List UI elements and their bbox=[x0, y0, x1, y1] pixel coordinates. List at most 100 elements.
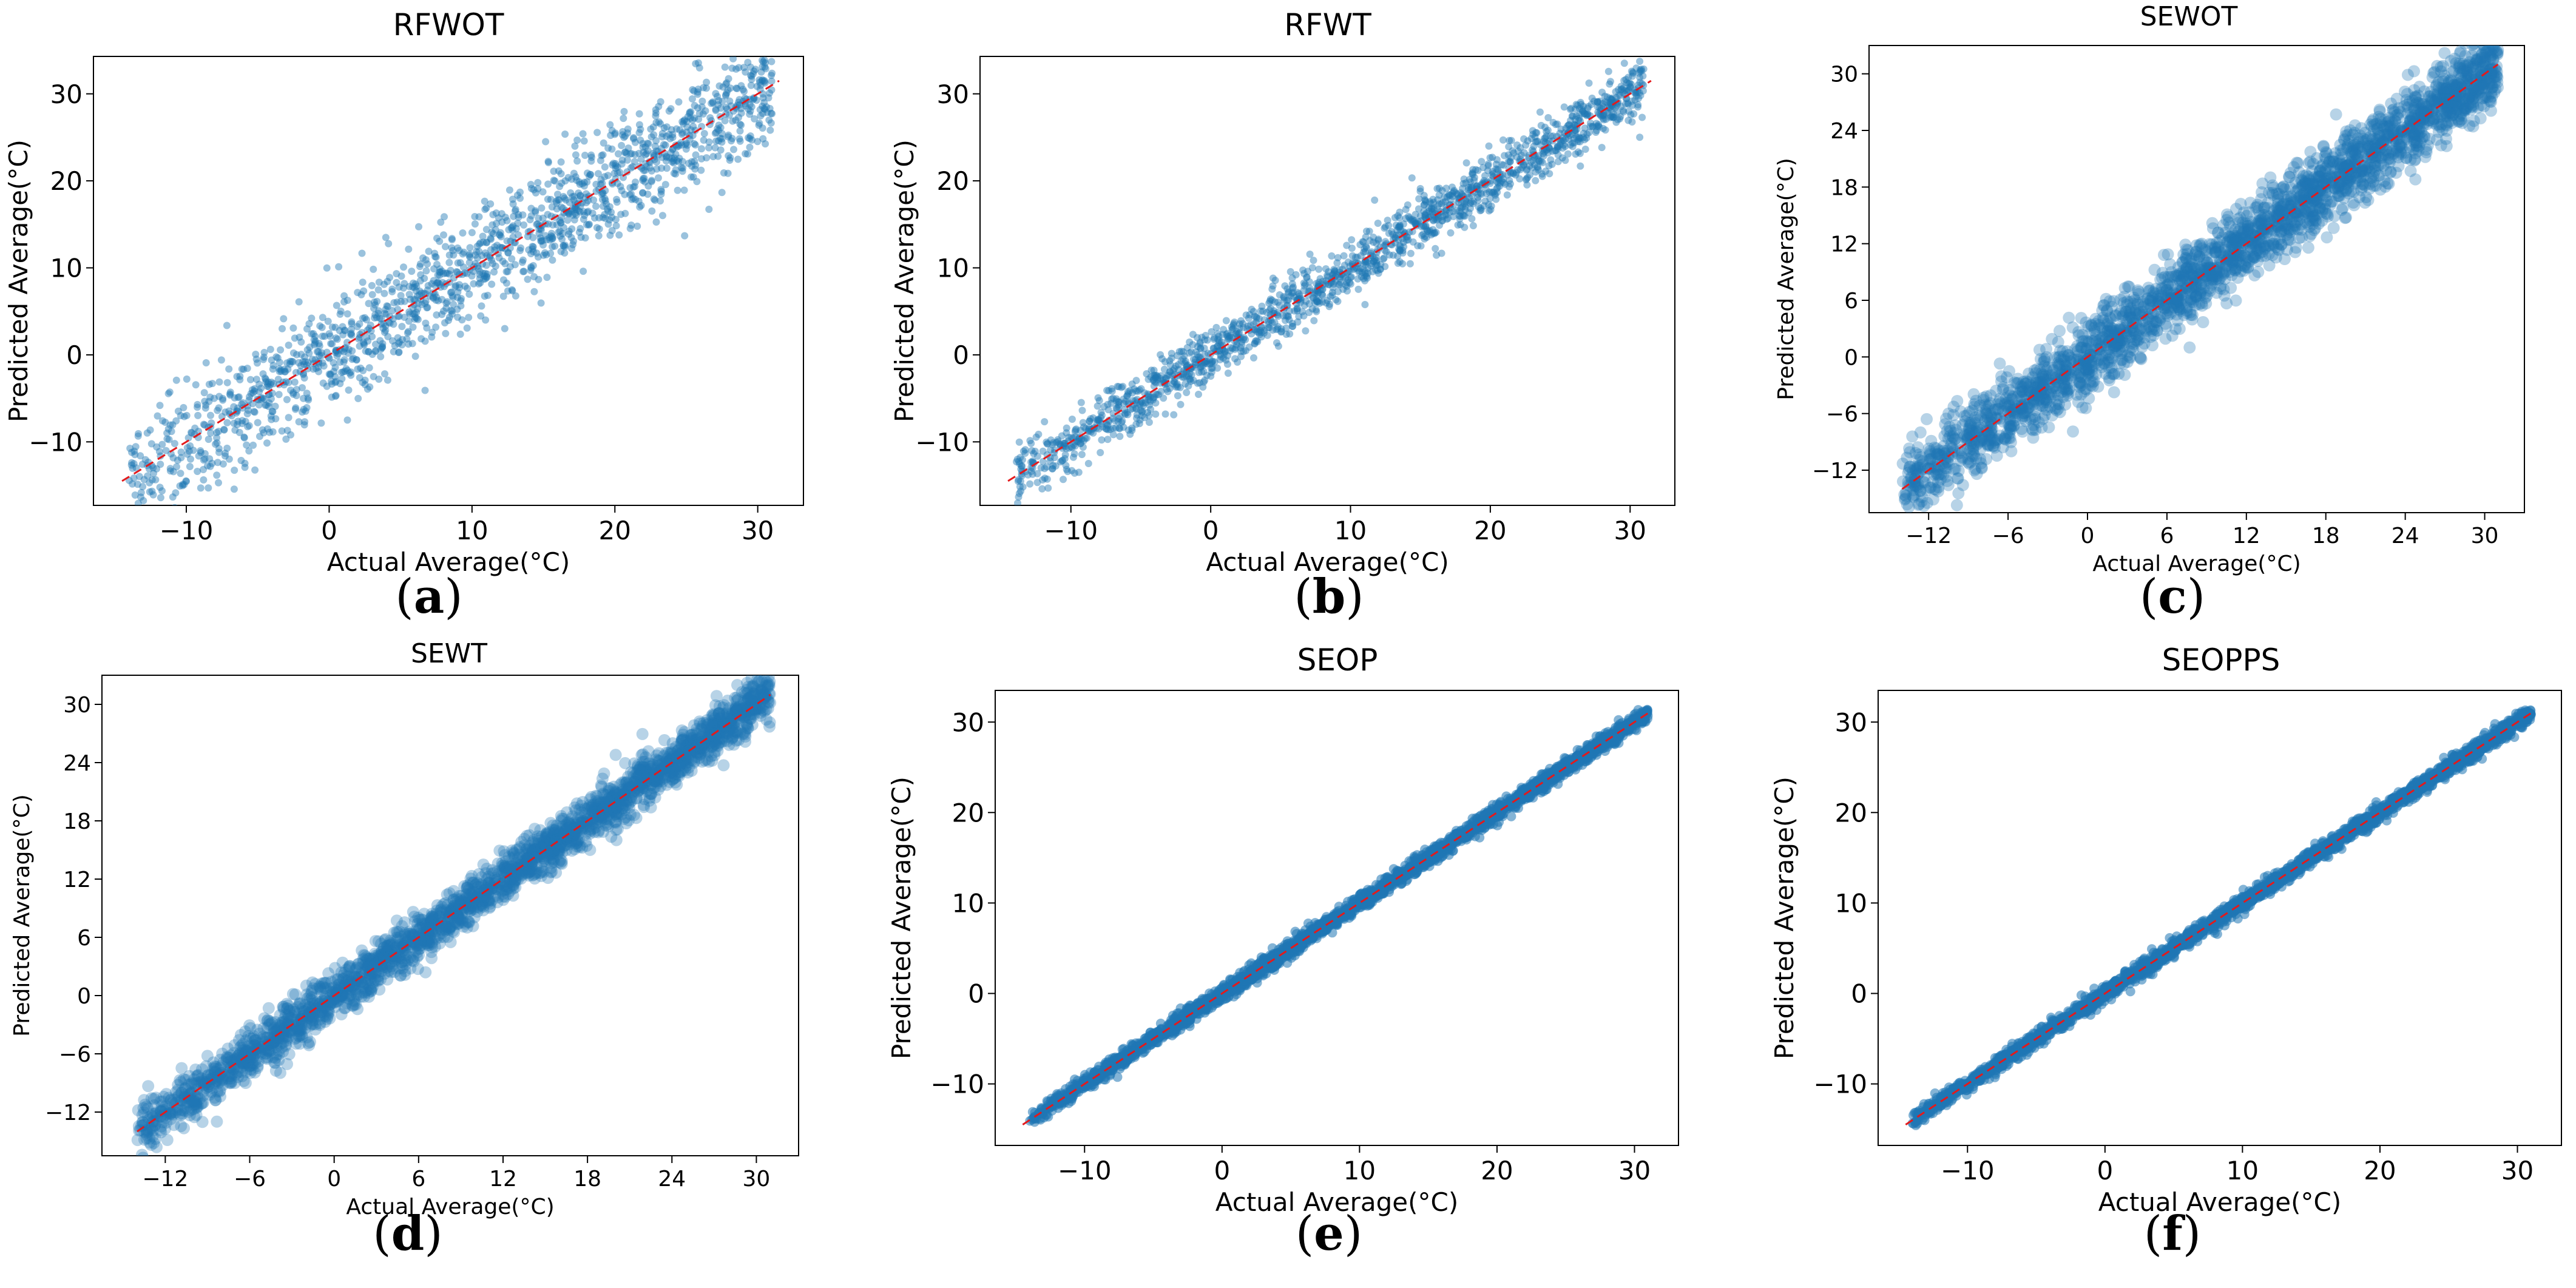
data-point bbox=[2060, 359, 2072, 372]
data-point bbox=[2033, 343, 2046, 356]
data-point bbox=[1310, 294, 1317, 302]
data-point bbox=[760, 56, 768, 64]
data-point bbox=[1381, 223, 1389, 231]
data-point bbox=[1524, 174, 1532, 181]
data-point bbox=[2413, 140, 2426, 153]
data-point bbox=[266, 380, 274, 388]
data-point bbox=[637, 137, 644, 144]
data-point bbox=[518, 258, 526, 266]
data-point bbox=[2407, 128, 2420, 141]
data-point bbox=[641, 151, 649, 158]
data-point bbox=[555, 196, 563, 204]
data-point bbox=[2066, 321, 2079, 334]
data-point bbox=[694, 88, 701, 96]
data-point bbox=[2143, 285, 2155, 297]
data-point bbox=[255, 388, 263, 396]
data-point bbox=[439, 270, 447, 277]
data-point bbox=[2162, 309, 2174, 322]
data-point bbox=[667, 105, 675, 113]
data-point bbox=[285, 414, 292, 422]
data-point bbox=[1336, 281, 1344, 289]
data-point bbox=[405, 245, 413, 253]
data-point bbox=[693, 178, 701, 186]
data-point bbox=[2075, 342, 2088, 354]
data-point bbox=[1968, 449, 1981, 462]
data-point bbox=[2300, 196, 2313, 209]
data-point bbox=[2454, 89, 2467, 101]
data-point bbox=[291, 405, 299, 413]
data-point bbox=[1932, 481, 1945, 493]
data-point bbox=[1263, 331, 1271, 339]
data-point bbox=[1486, 195, 1494, 203]
data-point bbox=[205, 436, 212, 443]
data-point bbox=[1539, 150, 1547, 158]
data-point bbox=[567, 234, 575, 241]
data-point bbox=[2018, 387, 2031, 400]
data-point bbox=[1547, 156, 1555, 164]
data-point bbox=[2065, 369, 2078, 382]
data-point bbox=[303, 325, 311, 333]
data-point bbox=[2484, 46, 2497, 50]
data-point bbox=[1963, 416, 1976, 429]
data-point bbox=[1231, 319, 1239, 326]
data-point bbox=[2217, 268, 2229, 281]
data-point bbox=[2108, 367, 2121, 380]
data-point bbox=[2475, 78, 2487, 90]
data-point bbox=[2284, 234, 2296, 246]
data-point bbox=[1029, 457, 1036, 465]
data-point bbox=[1596, 104, 1604, 112]
data-point bbox=[1237, 344, 1245, 352]
data-point bbox=[2330, 108, 2342, 121]
data-point bbox=[1554, 143, 1562, 150]
data-point bbox=[2282, 232, 2294, 245]
data-point bbox=[1399, 247, 1407, 254]
data-point bbox=[1979, 399, 1992, 411]
data-point bbox=[2113, 334, 2126, 346]
data-point bbox=[2030, 363, 2043, 376]
data-point bbox=[411, 296, 419, 304]
data-point bbox=[263, 382, 271, 390]
data-point bbox=[1612, 94, 1620, 102]
data-point bbox=[2285, 190, 2297, 203]
data-point bbox=[1625, 80, 1633, 88]
data-point bbox=[1294, 318, 1302, 326]
data-point bbox=[1580, 133, 1587, 141]
data-point bbox=[1087, 428, 1095, 436]
data-point bbox=[1266, 306, 1274, 314]
data-point bbox=[371, 314, 379, 322]
data-point bbox=[1186, 338, 1194, 346]
data-point bbox=[683, 129, 691, 136]
data-point bbox=[2052, 357, 2064, 369]
data-point bbox=[2058, 359, 2071, 372]
data-point bbox=[742, 47, 749, 54]
data-point bbox=[746, 101, 754, 109]
data-point bbox=[372, 347, 380, 355]
data-point bbox=[1637, 66, 1645, 73]
data-point bbox=[285, 342, 292, 349]
data-point bbox=[470, 280, 478, 288]
data-point bbox=[244, 423, 252, 431]
data-point bbox=[1560, 103, 1568, 111]
data-point bbox=[1404, 201, 1411, 209]
data-point bbox=[421, 274, 428, 282]
data-point bbox=[2214, 272, 2226, 285]
data-point bbox=[736, 120, 744, 128]
data-point bbox=[2304, 214, 2316, 227]
data-point bbox=[759, 76, 766, 84]
data-point bbox=[299, 408, 306, 416]
data-point bbox=[603, 200, 610, 208]
data-point bbox=[237, 457, 245, 464]
data-point bbox=[2053, 398, 2065, 411]
data-point bbox=[479, 238, 487, 246]
data-point bbox=[2128, 335, 2140, 348]
data-point bbox=[2422, 114, 2435, 127]
data-point bbox=[621, 149, 629, 157]
data-point bbox=[231, 394, 238, 402]
data-point bbox=[2468, 81, 2481, 94]
data-point bbox=[1949, 462, 1962, 475]
data-point bbox=[2038, 379, 2050, 392]
data-point bbox=[598, 189, 606, 197]
data-point bbox=[1924, 453, 1937, 465]
data-point bbox=[544, 180, 552, 188]
data-point bbox=[221, 408, 229, 416]
